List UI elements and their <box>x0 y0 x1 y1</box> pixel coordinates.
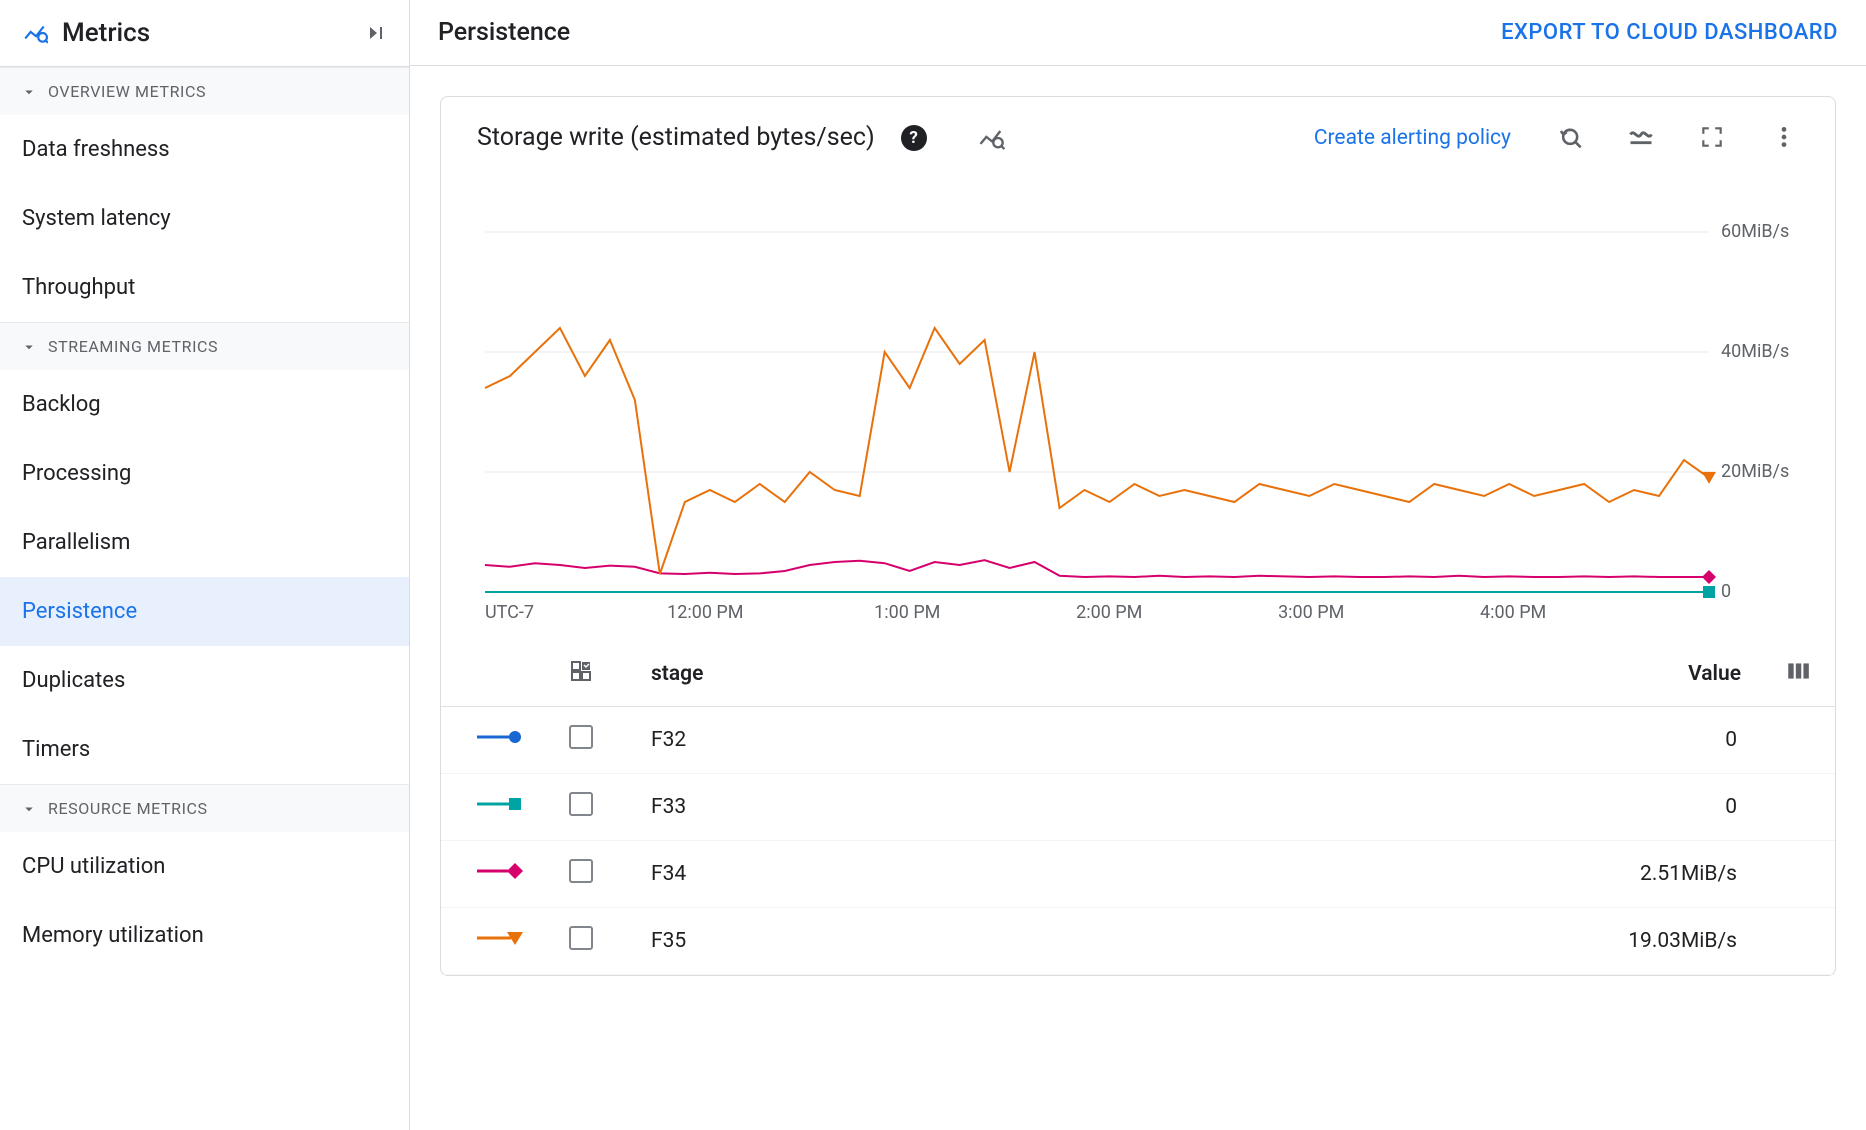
legend-value: 0 <box>1070 707 1761 774</box>
card-title: Storage write (estimated bytes/sec) <box>477 123 875 152</box>
legend-checkbox[interactable] <box>569 859 593 883</box>
sidebar-groups: OVERVIEW METRICS Data freshnessSystem lat… <box>0 67 409 970</box>
sidebar-item-data-freshness[interactable]: Data freshness <box>0 115 409 184</box>
legend-stage: F34 <box>627 841 1070 908</box>
sidebar-item-duplicates[interactable]: Duplicates <box>0 646 409 715</box>
metric-scope-icon[interactable] <box>977 124 1005 152</box>
legend-stage: F32 <box>627 707 1070 774</box>
legend-row[interactable]: F35 19.03MiB/s <box>441 908 1835 975</box>
chart-area[interactable]: 0 20MiB/s 40MiB/s 60MiB/s UTC-7 12:00 PM 1:00 … <box>441 162 1835 642</box>
sidebar-group-label: STREAMING METRICS <box>48 337 218 356</box>
main-panel: Persistence EXPORT TO CLOUD DASHBOARD St… <box>410 0 1866 1130</box>
legend-col-stage[interactable]: stage <box>627 642 1070 707</box>
legend-value: 2.51MiB/s <box>1070 841 1761 908</box>
reset-zoom-icon[interactable] <box>1555 124 1583 152</box>
sidebar: Metrics OVERVIEW METRICS Data freshnessSy… <box>0 0 410 1130</box>
svg-text:40MiB/s: 40MiB/s <box>1721 341 1789 362</box>
legend-checkbox[interactable] <box>569 792 593 816</box>
card-toolbar: Storage write (estimated bytes/sec) ? Cr… <box>441 97 1835 162</box>
svg-text:1:00 PM: 1:00 PM <box>874 602 940 623</box>
more-options-icon[interactable] <box>1771 124 1799 152</box>
metrics-logo-icon <box>22 20 48 46</box>
export-dashboard-link[interactable]: EXPORT TO CLOUD DASHBOARD <box>1501 20 1838 45</box>
help-icon[interactable]: ? <box>901 125 927 151</box>
svg-text:UTC-7: UTC-7 <box>485 602 534 623</box>
series-swatch <box>477 929 521 947</box>
content: Storage write (estimated bytes/sec) ? Cr… <box>410 66 1866 1130</box>
legend-toggle-icon[interactable] <box>1627 124 1655 152</box>
sidebar-group-label: OVERVIEW METRICS <box>48 82 206 101</box>
columns-icon[interactable] <box>1785 666 1811 690</box>
legend-stage: F33 <box>627 774 1070 841</box>
chevron-down-icon <box>20 800 38 818</box>
legend-checkbox[interactable] <box>569 926 593 950</box>
chart-card: Storage write (estimated bytes/sec) ? Cr… <box>440 96 1836 976</box>
legend-value: 19.03MiB/s <box>1070 908 1761 975</box>
sidebar-item-processing[interactable]: Processing <box>0 439 409 508</box>
chevron-down-icon <box>20 83 38 101</box>
sidebar-group-header[interactable]: STREAMING METRICS <box>0 322 409 370</box>
svg-text:20MiB/s: 20MiB/s <box>1721 461 1789 482</box>
svg-text:2:00 PM: 2:00 PM <box>1076 602 1142 623</box>
sidebar-group-label: RESOURCE METRICS <box>48 799 208 818</box>
sidebar-item-backlog[interactable]: Backlog <box>0 370 409 439</box>
legend-checkbox[interactable] <box>569 725 593 749</box>
sidebar-header: Metrics <box>0 0 409 67</box>
fullscreen-icon[interactable] <box>1699 124 1727 152</box>
series-swatch <box>477 862 521 880</box>
sidebar-title: Metrics <box>62 18 349 48</box>
sidebar-item-memory-utilization[interactable]: Memory utilization <box>0 901 409 970</box>
legend-stage: F35 <box>627 908 1070 975</box>
page-title: Persistence <box>438 18 1501 47</box>
sidebar-item-persistence[interactable]: Persistence <box>0 577 409 646</box>
series-swatch <box>477 728 521 746</box>
collapse-sidebar-icon[interactable] <box>363 21 387 45</box>
sidebar-item-timers[interactable]: Timers <box>0 715 409 784</box>
legend-table: stage Value F32 0 <box>441 642 1835 975</box>
svg-text:4:00 PM: 4:00 PM <box>1480 602 1546 623</box>
main-header: Persistence EXPORT TO CLOUD DASHBOARD <box>410 0 1866 66</box>
legend-row[interactable]: F34 2.51MiB/s <box>441 841 1835 908</box>
sidebar-item-parallelism[interactable]: Parallelism <box>0 508 409 577</box>
svg-text:0: 0 <box>1721 581 1731 602</box>
legend-row[interactable]: F32 0 <box>441 707 1835 774</box>
select-all-icon[interactable] <box>569 665 593 689</box>
svg-text:3:00 PM: 3:00 PM <box>1278 602 1344 623</box>
sidebar-group-header[interactable]: RESOURCE METRICS <box>0 784 409 832</box>
line-chart[interactable]: 0 20MiB/s 40MiB/s 60MiB/s UTC-7 12:00 PM 1:00 … <box>477 182 1799 632</box>
legend-row[interactable]: F33 0 <box>441 774 1835 841</box>
series-swatch <box>477 795 521 813</box>
sidebar-group-header[interactable]: OVERVIEW METRICS <box>0 67 409 115</box>
svg-text:12:00 PM: 12:00 PM <box>667 602 743 623</box>
svg-text:60MiB/s: 60MiB/s <box>1721 221 1789 242</box>
chevron-down-icon <box>20 338 38 356</box>
sidebar-item-system-latency[interactable]: System latency <box>0 184 409 253</box>
sidebar-item-cpu-utilization[interactable]: CPU utilization <box>0 832 409 901</box>
sidebar-item-throughput[interactable]: Throughput <box>0 253 409 322</box>
create-alerting-policy-link[interactable]: Create alerting policy <box>1314 126 1511 150</box>
legend-col-value[interactable]: Value <box>1070 642 1761 707</box>
legend-value: 0 <box>1070 774 1761 841</box>
